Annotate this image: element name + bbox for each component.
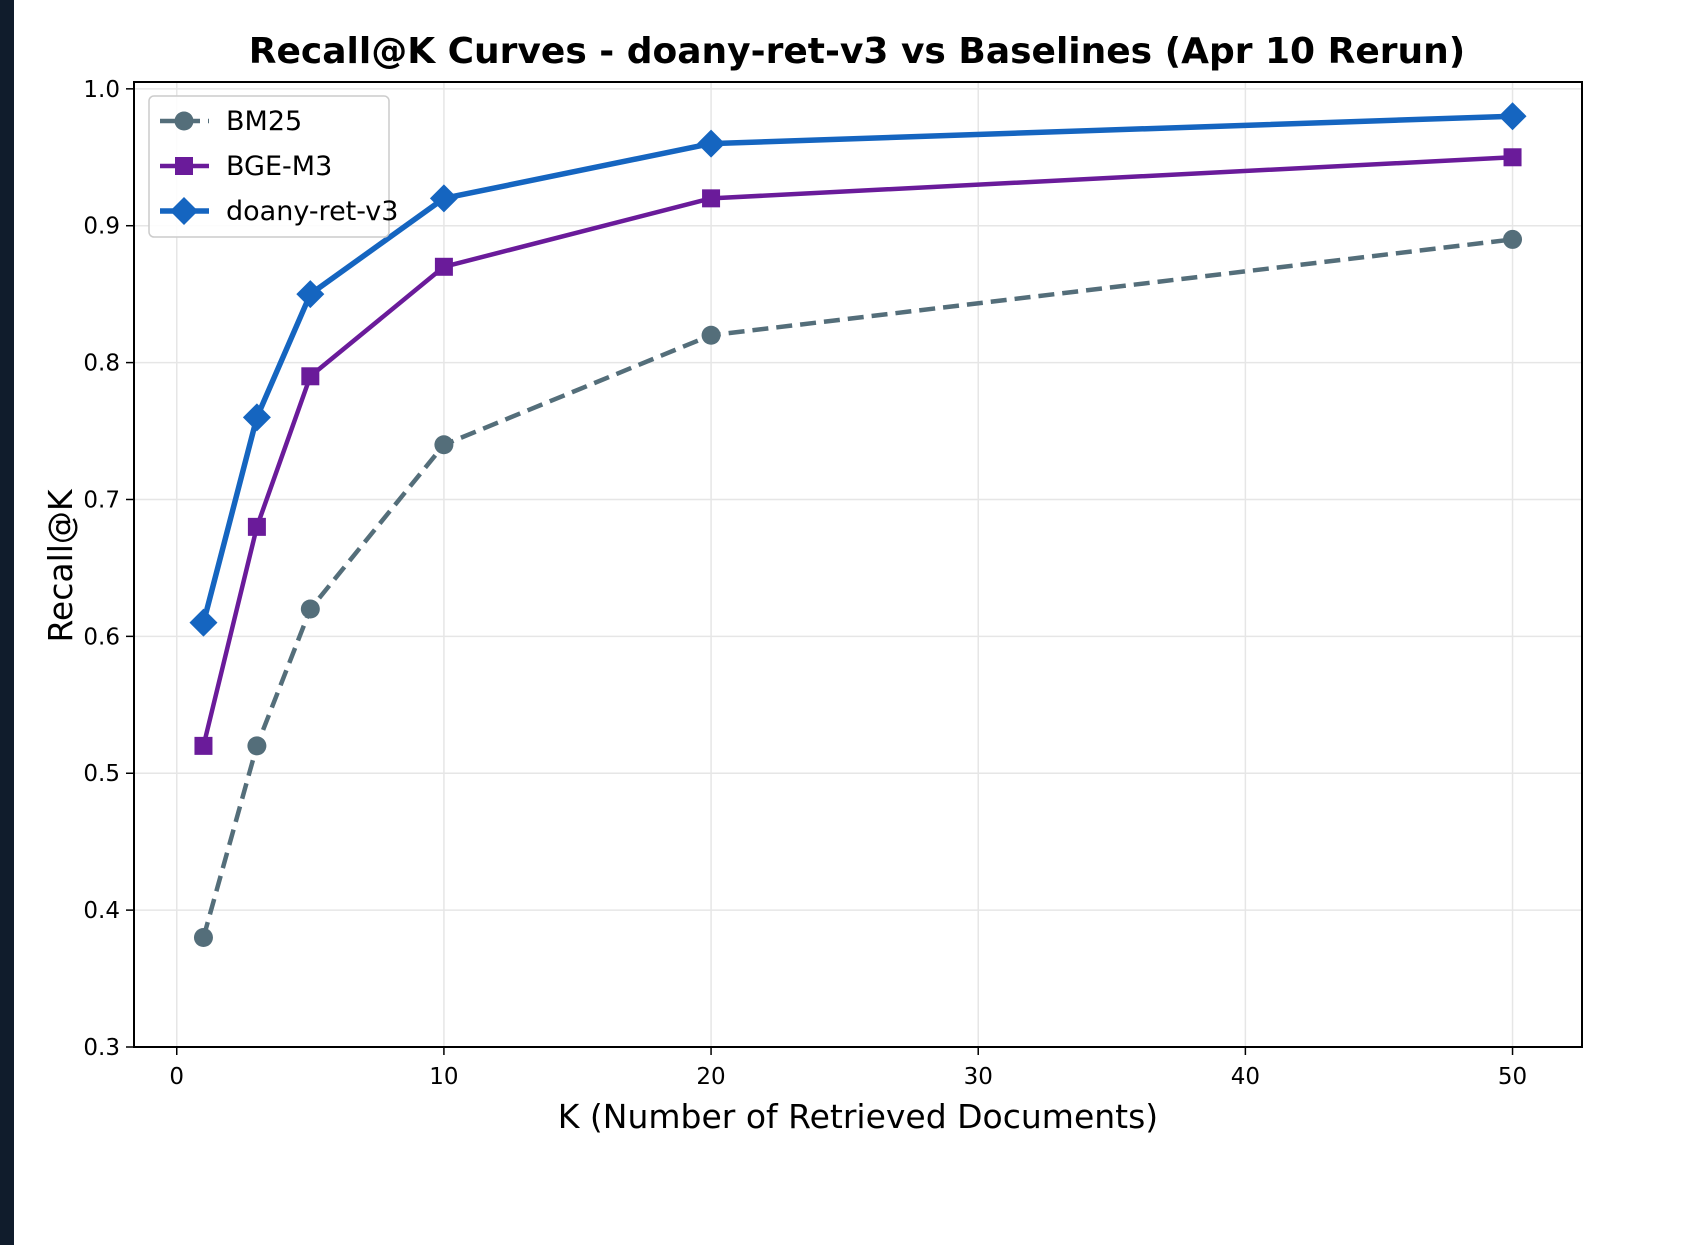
legend-item-doany-ret-v3: doany-ret-v3 [160, 196, 398, 227]
y-tick-label: 0.4 [83, 898, 120, 924]
bm25-point [193, 927, 213, 947]
chart-figure: Recall@K Curves - doany-ret-v3 vs Baseli… [14, 0, 1682, 1245]
plot-area-frame [133, 81, 1583, 1048]
doany-ret-v3-point [296, 280, 325, 309]
legend-label-bge-m3: BGE-M3 [226, 151, 332, 182]
doany-ret-v3-point [697, 129, 726, 158]
doany-ret-v3-point [1498, 102, 1527, 131]
x-tick-label: 10 [429, 1064, 458, 1090]
bm25-point [701, 325, 721, 345]
x-tick-label: 40 [1231, 1064, 1260, 1090]
doany-ret-v3-point [189, 608, 218, 637]
bm25-point [1503, 229, 1523, 249]
bge-m3-point [702, 189, 721, 208]
bm25-point [247, 736, 267, 756]
y-tick-label: 0.7 [83, 487, 120, 513]
x-tick-label: 20 [696, 1064, 725, 1090]
x-tick-label: 0 [169, 1064, 184, 1090]
bm25-series-line [201, 237, 1513, 939]
doany-ret-v3-point [242, 403, 271, 432]
y-axis-label: Recall@K [41, 488, 80, 642]
y-tick-label: 0.3 [83, 1035, 120, 1061]
chart-title: Recall@K Curves - doany-ret-v3 vs Baseli… [249, 31, 1466, 72]
bge-m3-point [1503, 148, 1522, 167]
y-tick-label: 0.8 [83, 351, 120, 377]
legend: BM25 BGE-M3 doany-ret-v3 [148, 95, 398, 238]
doany-ret-v3-series-line [200, 113, 1513, 624]
bge-m3-point [194, 736, 213, 755]
x-tick-label: 50 [1498, 1064, 1527, 1090]
series-lines [200, 113, 1513, 939]
doany-ret-v3-point [429, 184, 458, 213]
x-tick-label: 30 [964, 1064, 993, 1090]
y-tick-label: 0.5 [83, 761, 120, 787]
y-tick-label: 1.0 [83, 77, 120, 103]
legend-label-doany-ret-v3: doany-ret-v3 [226, 196, 398, 227]
recall-chart: Recall@K Curves - doany-ret-v3 vs Baseli… [41, 31, 1583, 1136]
x-axis-label: K (Number of Retrieved Documents) [558, 1097, 1158, 1136]
bge-m3-point [301, 367, 320, 386]
bge-m3-point [434, 257, 453, 276]
y-tick-label: 0.6 [83, 624, 120, 650]
bge-m3-point [247, 517, 266, 536]
legend-label-bm25: BM25 [226, 106, 302, 137]
legend-box [148, 95, 390, 238]
series-markers [189, 102, 1527, 947]
y-tick-label: 0.9 [83, 214, 120, 240]
legend-marker-bge-m3 [175, 157, 193, 175]
legend-marker-doany-ret-v3 [170, 197, 198, 225]
legend-item-bge-m3: BGE-M3 [160, 151, 332, 182]
bge-m3-series-line [201, 155, 1513, 747]
bm25-point [300, 599, 320, 619]
axis-ticks: 0 10 20 30 40 50 0.3 0.4 0.5 0.6 0.7 0.8 0.9 1.0 [83, 77, 1527, 1090]
legend-item-bm25: BM25 [160, 106, 302, 137]
legend-marker-bm25 [174, 111, 194, 131]
bm25-point [434, 435, 454, 455]
